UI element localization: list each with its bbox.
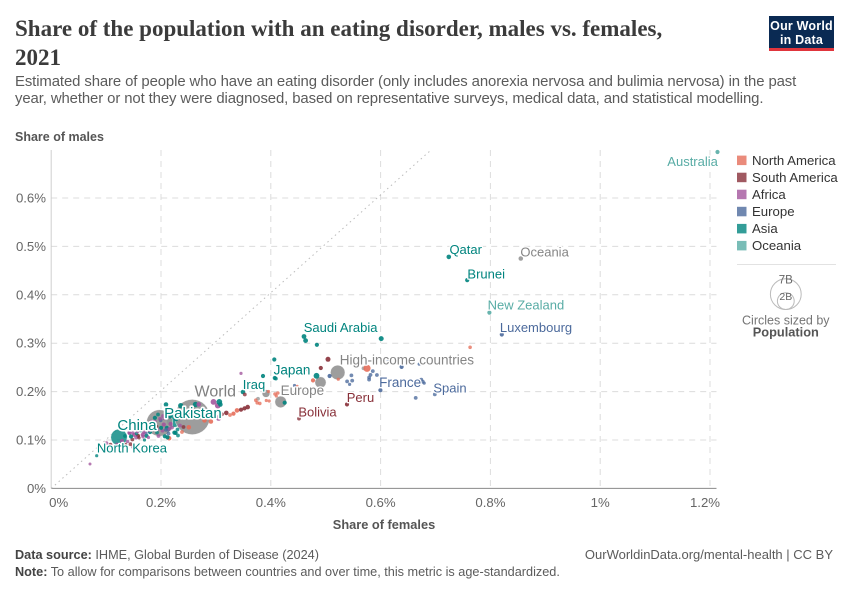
svg-text:Bolivia: Bolivia bbox=[298, 405, 337, 420]
svg-text:0%: 0% bbox=[49, 495, 68, 510]
svg-text:7B: 7B bbox=[779, 275, 793, 287]
svg-text:2B: 2B bbox=[779, 291, 792, 303]
svg-text:Population: Population bbox=[753, 325, 819, 340]
svg-text:South America: South America bbox=[752, 170, 838, 185]
svg-text:Iraq: Iraq bbox=[243, 377, 265, 392]
svg-text:New Zealand: New Zealand bbox=[488, 298, 565, 313]
svg-text:0.4%: 0.4% bbox=[256, 495, 286, 510]
svg-text:Circles sized by: Circles sized by bbox=[742, 314, 830, 328]
svg-text:0.1%: 0.1% bbox=[16, 433, 46, 448]
svg-text:China: China bbox=[117, 417, 157, 434]
svg-text:Saudi Arabia: Saudi Arabia bbox=[304, 320, 378, 335]
svg-text:North Korea: North Korea bbox=[97, 441, 168, 456]
svg-text:0.3%: 0.3% bbox=[16, 336, 46, 351]
svg-text:Asia: Asia bbox=[752, 221, 778, 236]
svg-text:Qatar: Qatar bbox=[449, 242, 482, 257]
svg-text:Peru: Peru bbox=[347, 390, 374, 405]
svg-text:World: World bbox=[195, 384, 237, 401]
svg-text:0.8%: 0.8% bbox=[475, 495, 505, 510]
svg-text:Brunei: Brunei bbox=[467, 266, 505, 281]
svg-text:France: France bbox=[379, 375, 421, 390]
svg-text:Luxembourg: Luxembourg bbox=[500, 320, 572, 335]
svg-text:Japan: Japan bbox=[274, 363, 311, 378]
svg-text:1.2%: 1.2% bbox=[690, 495, 720, 510]
svg-text:0.2%: 0.2% bbox=[146, 495, 176, 510]
svg-text:Africa: Africa bbox=[752, 187, 786, 202]
svg-text:Spain: Spain bbox=[433, 381, 466, 396]
svg-text:Europe: Europe bbox=[281, 383, 325, 398]
svg-text:0%: 0% bbox=[27, 481, 46, 496]
svg-text:Oceania: Oceania bbox=[752, 238, 802, 253]
svg-text:0.6%: 0.6% bbox=[366, 495, 396, 510]
svg-text:1%: 1% bbox=[591, 495, 610, 510]
svg-text:Australia: Australia bbox=[667, 154, 718, 169]
svg-text:0.2%: 0.2% bbox=[16, 384, 46, 399]
svg-text:0.4%: 0.4% bbox=[16, 287, 46, 302]
svg-text:0.6%: 0.6% bbox=[16, 191, 46, 206]
svg-text:High-income countries: High-income countries bbox=[340, 353, 475, 368]
svg-text:0.5%: 0.5% bbox=[16, 239, 46, 254]
svg-text:North America: North America bbox=[752, 153, 836, 168]
svg-text:Share of females: Share of females bbox=[333, 517, 435, 532]
svg-text:Pakistan: Pakistan bbox=[164, 405, 222, 422]
svg-text:Oceania: Oceania bbox=[520, 245, 569, 260]
svg-text:Europe: Europe bbox=[752, 204, 795, 219]
